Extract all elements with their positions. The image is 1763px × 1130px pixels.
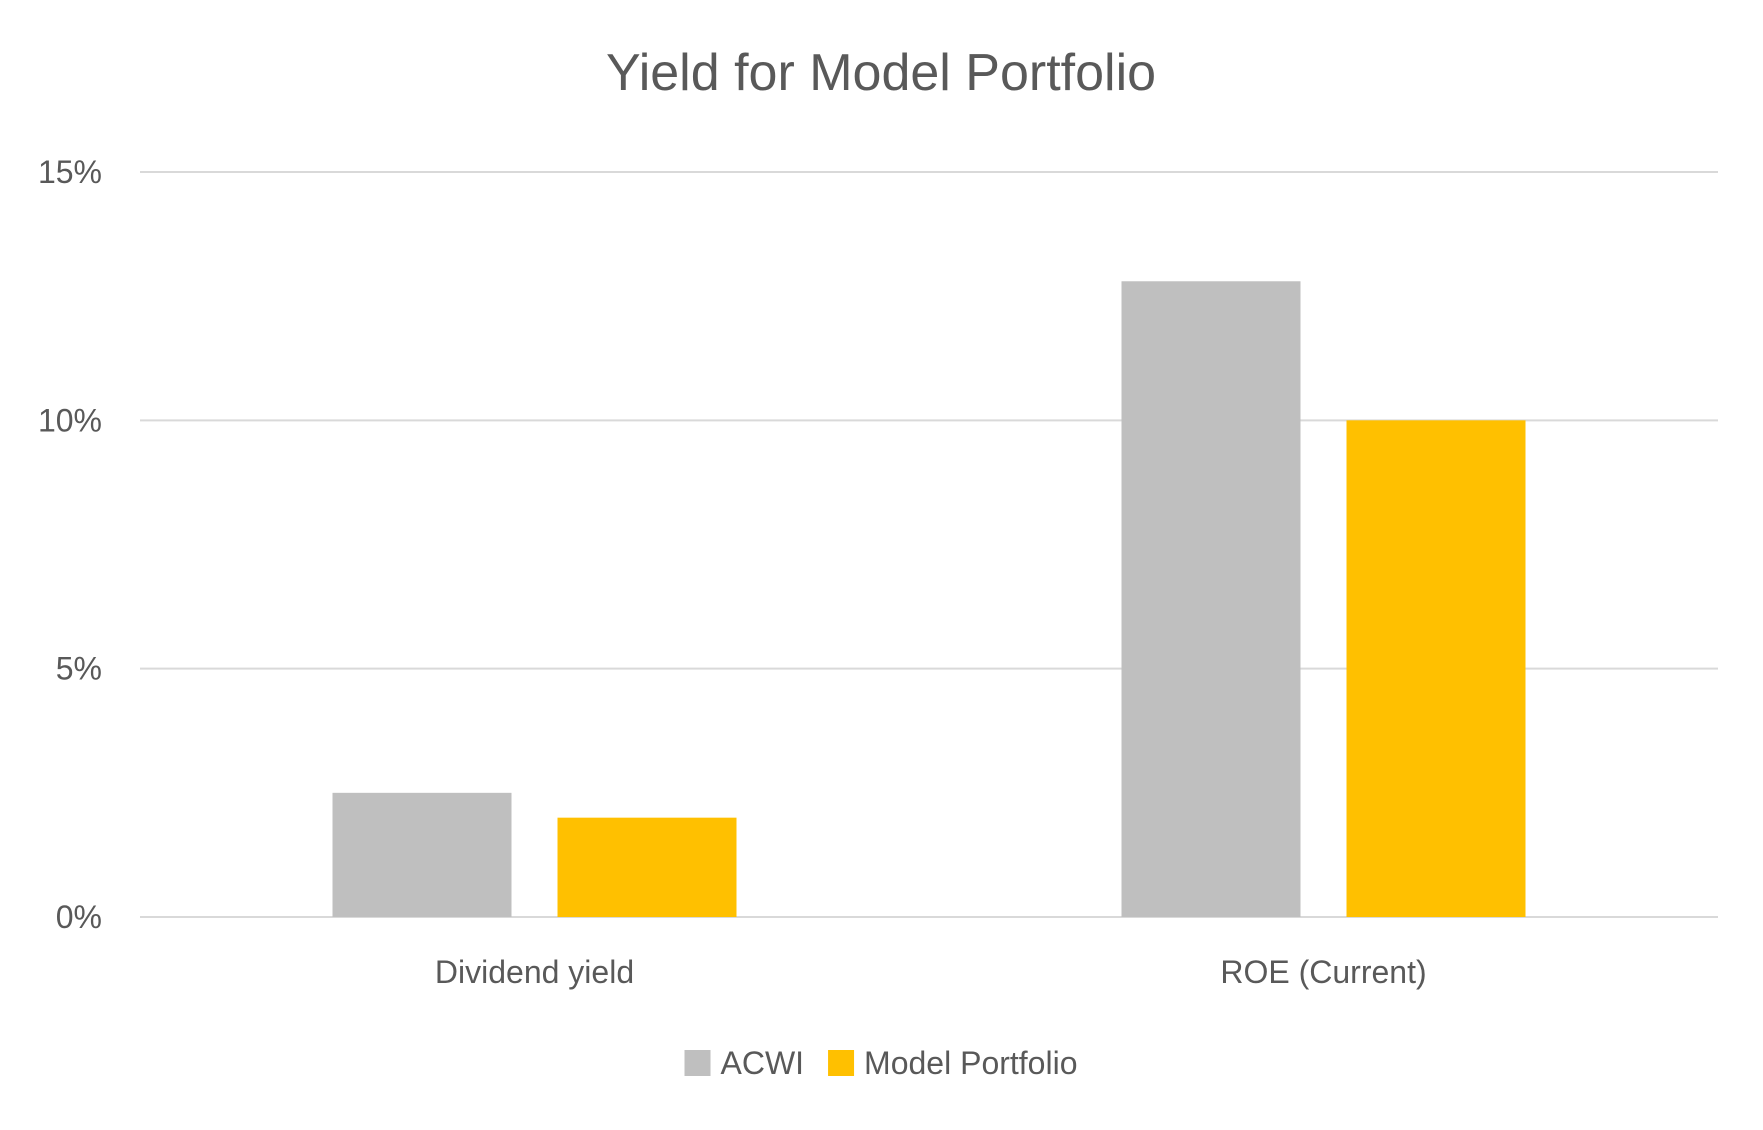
- bar-acwi-1: [1121, 281, 1301, 917]
- y-axis-tick-labels: 0% 5% 10% 15%: [38, 154, 102, 935]
- legend-label-1: Model Portfolio: [864, 1045, 1077, 1081]
- y-tick-label-3: 15%: [38, 154, 102, 190]
- x-category-label-1: ROE (Current): [1220, 954, 1426, 990]
- y-tick-label-1: 5%: [56, 651, 102, 687]
- x-axis-category-labels: Dividend yield ROE (Current): [435, 954, 1427, 990]
- bars: [332, 281, 1526, 917]
- legend: ACWI Model Portfolio: [684, 1045, 1077, 1081]
- x-category-label-0: Dividend yield: [435, 954, 634, 990]
- legend-swatch-1: [828, 1050, 855, 1076]
- legend-label-0: ACWI: [721, 1045, 805, 1081]
- bar-model-portfolio-1: [1346, 420, 1526, 917]
- y-tick-label-2: 10%: [38, 402, 102, 438]
- y-tick-label-0: 0%: [56, 899, 102, 935]
- bar-model-portfolio-0: [557, 817, 737, 917]
- legend-swatch-0: [684, 1050, 711, 1076]
- bar-acwi-0: [332, 792, 512, 917]
- chart-title: Yield for Model Portfolio: [606, 44, 1156, 102]
